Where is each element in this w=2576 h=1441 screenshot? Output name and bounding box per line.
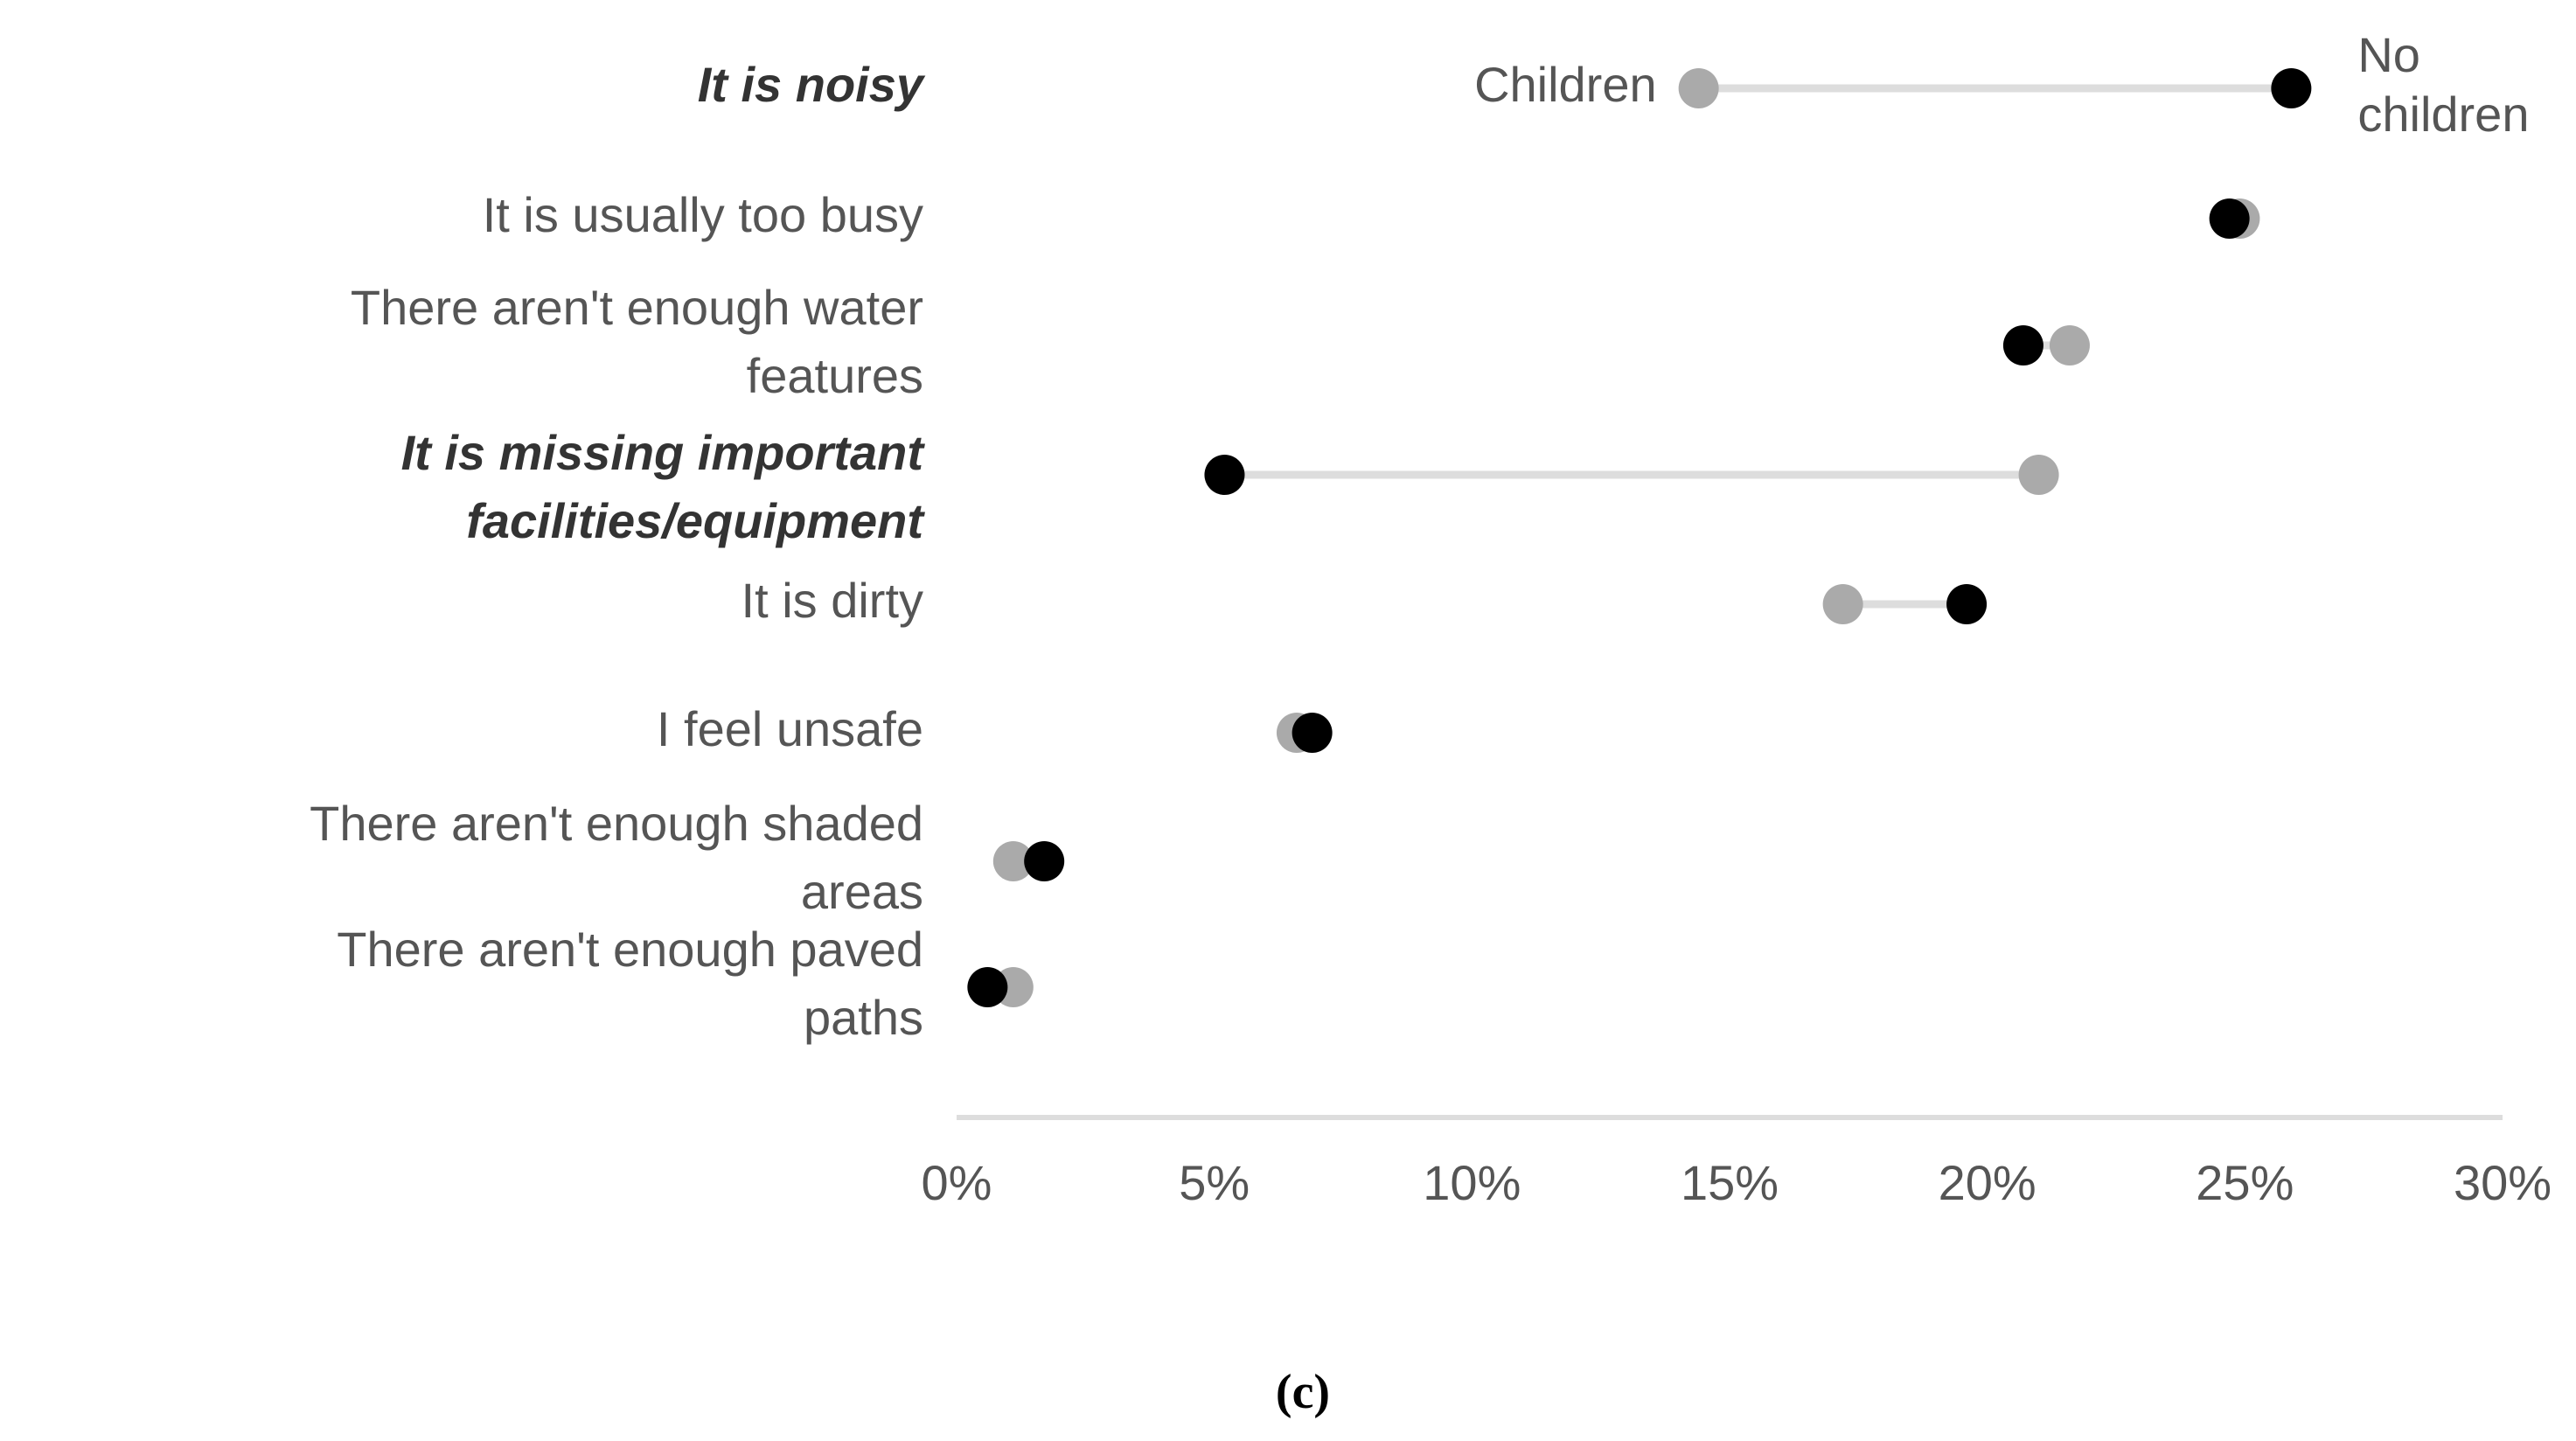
dot: [1946, 584, 1988, 624]
dot: [1291, 713, 1333, 753]
x-tick-label: 15%: [1681, 1155, 1779, 1210]
x-tick-label: 0%: [922, 1155, 992, 1210]
x-tick-label: 30%: [2454, 1155, 2552, 1210]
x-tick-label: 10%: [1423, 1155, 1521, 1210]
dot: [2049, 325, 2090, 365]
category-label: There aren't enough water features: [351, 280, 923, 403]
category-label: It is usually too busy: [483, 187, 923, 242]
legend-label: Children: [1474, 57, 1657, 112]
dot: [2002, 325, 2043, 365]
category-label: It is missing important facilities/equipm…: [401, 425, 926, 548]
dot: [967, 967, 1008, 1007]
category-label: I feel unsafe: [657, 701, 923, 756]
dot: [2018, 455, 2059, 495]
dot: [992, 841, 1034, 881]
category-label: It is noisy: [698, 57, 926, 112]
category-label: There aren't enough shaded areas: [310, 796, 923, 919]
dot: [1204, 455, 1245, 495]
x-tick-label: 20%: [1939, 1155, 2036, 1210]
dot: [1024, 841, 1065, 881]
dot: [2209, 198, 2250, 239]
category-label: It is dirty: [741, 573, 923, 628]
x-tick-label: 25%: [2196, 1155, 2294, 1210]
dot: [1678, 68, 1719, 108]
x-tick-label: 5%: [1179, 1155, 1250, 1210]
category-label: There aren't enough paved paths: [337, 922, 923, 1045]
dot: [2271, 68, 2312, 108]
caption: (c): [1276, 1365, 1330, 1419]
legend-label: No children: [2357, 27, 2529, 142]
dot: [1822, 584, 1863, 624]
